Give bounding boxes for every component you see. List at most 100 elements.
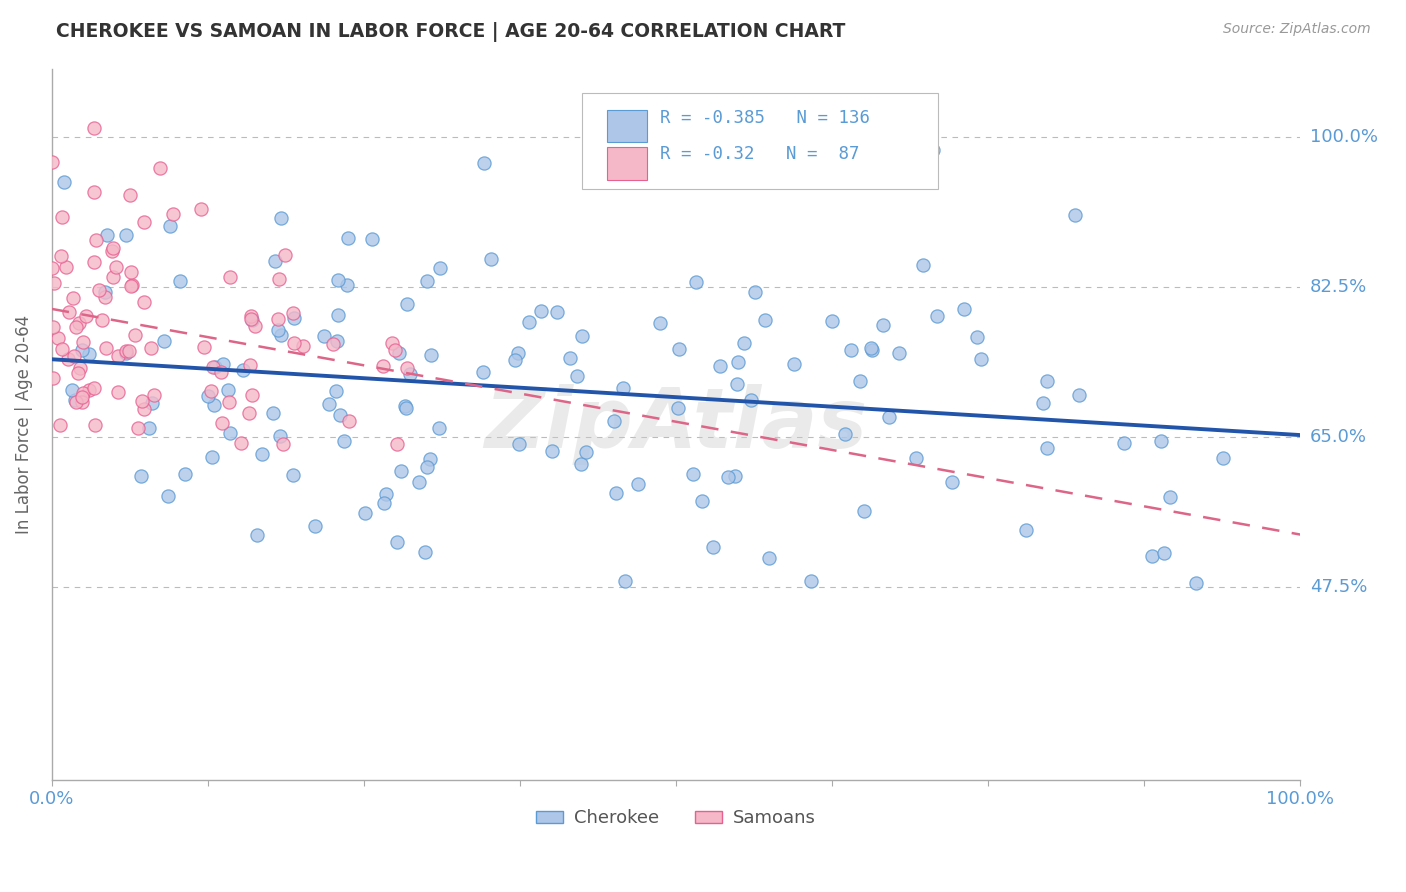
Text: 47.5%: 47.5%	[1310, 578, 1368, 596]
Point	[77, 384, 100, 398]
Point	[292, 339, 315, 353]
Point	[1015, 523, 1038, 537]
FancyBboxPatch shape	[582, 94, 938, 189]
Point	[120, 265, 142, 279]
Point	[717, 470, 740, 484]
Point	[83, 121, 105, 136]
Point	[94, 290, 117, 304]
Point	[153, 334, 176, 348]
Text: ZipAtlas: ZipAtlas	[485, 384, 868, 465]
Point	[51, 210, 73, 224]
Point	[107, 349, 129, 363]
Point	[103, 270, 125, 285]
Point	[326, 334, 349, 348]
Point	[626, 476, 648, 491]
Point	[569, 457, 592, 471]
Point	[849, 374, 872, 388]
Point	[219, 269, 242, 284]
Point	[373, 496, 395, 510]
Point	[271, 437, 294, 451]
Point	[87, 283, 110, 297]
Point	[211, 365, 233, 379]
Point	[427, 420, 450, 434]
Point	[385, 535, 408, 549]
Point	[571, 329, 593, 343]
Point	[519, 314, 541, 328]
Point	[879, 410, 901, 425]
Point	[83, 381, 105, 395]
Point	[758, 550, 780, 565]
Point	[267, 272, 290, 286]
Point	[283, 468, 305, 483]
Point	[612, 381, 634, 395]
Point	[143, 388, 166, 402]
Point	[83, 255, 105, 269]
Point	[202, 398, 225, 412]
Point	[120, 278, 142, 293]
Point	[602, 414, 624, 428]
Point	[72, 334, 94, 349]
Point	[911, 258, 934, 272]
Point	[754, 313, 776, 327]
Point	[333, 434, 356, 449]
Point	[41, 320, 63, 334]
Point	[46, 331, 69, 345]
Point	[66, 366, 89, 380]
Text: CHEROKEE VS SAMOAN IN LABOR FORCE | AGE 20-64 CORRELATION CHART: CHEROKEE VS SAMOAN IN LABOR FORCE | AGE …	[56, 22, 845, 42]
Point	[238, 406, 260, 420]
Point	[1114, 436, 1136, 450]
Point	[200, 384, 222, 399]
Point	[312, 329, 335, 343]
Point	[860, 343, 883, 357]
Point	[381, 335, 404, 350]
Point	[240, 309, 263, 323]
Point	[872, 318, 894, 332]
Point	[84, 417, 107, 432]
Point	[416, 460, 439, 475]
Point	[682, 467, 704, 481]
Point	[395, 297, 418, 311]
Point	[67, 316, 90, 330]
Point	[91, 313, 114, 327]
Point	[42, 276, 65, 290]
Point	[245, 318, 267, 333]
Point	[800, 574, 823, 589]
Point	[724, 468, 747, 483]
Point	[1036, 441, 1059, 455]
Point	[141, 396, 163, 410]
Point	[201, 450, 224, 465]
Point	[41, 154, 63, 169]
Point	[371, 359, 394, 373]
Point	[668, 342, 690, 356]
Point	[239, 358, 262, 372]
Point	[86, 233, 108, 247]
Point	[337, 414, 360, 428]
Text: 100.0%: 100.0%	[1310, 128, 1378, 146]
Point	[65, 395, 87, 409]
Point	[666, 401, 689, 415]
Point	[727, 355, 749, 369]
Point	[546, 305, 568, 319]
Point	[558, 351, 581, 365]
Point	[55, 260, 77, 274]
Point	[77, 347, 100, 361]
Point	[273, 247, 295, 261]
Point	[281, 306, 304, 320]
Point	[202, 360, 225, 375]
Point	[190, 202, 212, 217]
Point	[115, 227, 138, 242]
Point	[138, 421, 160, 435]
Point	[69, 360, 91, 375]
Point	[1063, 208, 1085, 222]
Point	[1032, 396, 1054, 410]
Point	[101, 241, 124, 255]
Point	[834, 426, 856, 441]
Point	[1140, 549, 1163, 564]
Y-axis label: In Labor Force | Age 20-64: In Labor Force | Age 20-64	[15, 315, 32, 533]
Point	[219, 425, 242, 440]
Point	[783, 357, 806, 371]
Point	[42, 371, 65, 385]
Point	[685, 275, 707, 289]
Point	[51, 343, 73, 357]
Point	[388, 346, 411, 360]
